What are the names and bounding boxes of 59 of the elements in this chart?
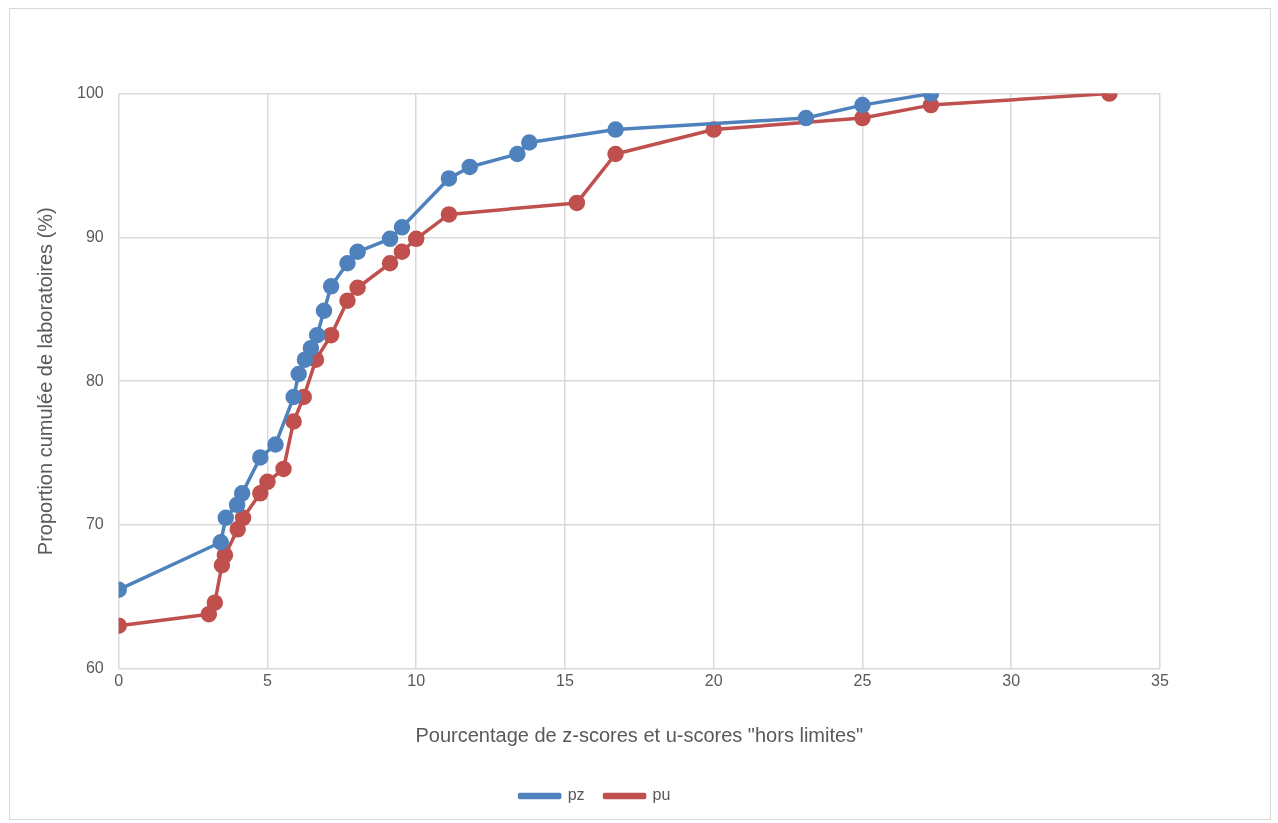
x-tick-label: 10 xyxy=(407,671,426,689)
point xyxy=(216,546,234,564)
point xyxy=(285,413,302,430)
point xyxy=(234,509,252,527)
point xyxy=(296,351,314,368)
legend-label: pz xyxy=(567,786,585,804)
point xyxy=(440,206,458,223)
point xyxy=(381,255,399,272)
point xyxy=(275,460,292,478)
point xyxy=(252,449,269,466)
y-tick-label: 80 xyxy=(85,371,104,389)
point xyxy=(440,170,458,187)
point xyxy=(854,96,871,114)
legend-label: pu xyxy=(652,786,671,804)
point xyxy=(259,473,276,491)
x-tick-label: 0 xyxy=(114,671,124,689)
point xyxy=(252,485,269,502)
point xyxy=(509,145,526,163)
point xyxy=(461,158,479,176)
y-tick-label: 100 xyxy=(76,84,104,102)
point xyxy=(322,278,340,295)
point xyxy=(393,219,411,236)
point xyxy=(339,255,356,272)
x-tick-label: 25 xyxy=(853,671,872,689)
point xyxy=(229,521,246,538)
point xyxy=(407,230,425,248)
point xyxy=(568,194,586,212)
x-axis-title: Pourcentage de z-scores et u-scores "hors limites" xyxy=(415,723,864,746)
point xyxy=(349,279,366,296)
x-tick-label: 20 xyxy=(704,671,723,689)
x-tick-label: 35 xyxy=(1151,671,1169,689)
point xyxy=(206,594,224,611)
x-tick-label: 5 xyxy=(263,671,272,689)
point xyxy=(212,534,229,551)
point xyxy=(233,485,251,502)
point xyxy=(217,509,235,527)
point xyxy=(285,388,302,406)
point xyxy=(308,326,326,344)
point xyxy=(315,302,333,319)
point xyxy=(349,243,366,261)
point xyxy=(267,436,284,453)
point xyxy=(200,605,218,623)
y-tick-label: 90 xyxy=(85,227,104,245)
point xyxy=(322,326,340,344)
y-axis-title: Proportion cumulée de laboratoires (%) xyxy=(33,207,56,556)
point xyxy=(607,145,624,163)
point xyxy=(381,230,399,248)
point xyxy=(521,134,538,151)
y-tick-label: 70 xyxy=(85,515,104,533)
point xyxy=(854,109,871,127)
point xyxy=(797,109,815,127)
point xyxy=(339,292,356,309)
point xyxy=(393,243,411,261)
point xyxy=(607,121,624,138)
point xyxy=(290,365,307,383)
x-tick-label: 30 xyxy=(1002,671,1021,689)
x-tick-label: 15 xyxy=(556,671,574,689)
point xyxy=(302,339,320,357)
y-tick-label: 60 xyxy=(85,659,104,677)
